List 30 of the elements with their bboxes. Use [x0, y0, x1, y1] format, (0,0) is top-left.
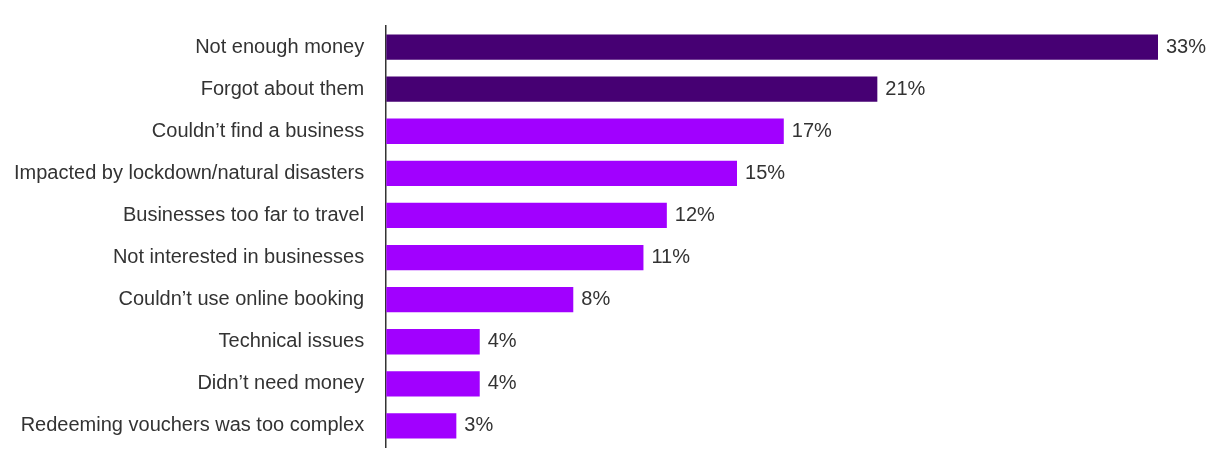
bar	[386, 34, 1158, 60]
y-tick-label: Couldn’t use online booking	[118, 287, 365, 310]
bar	[386, 76, 878, 102]
y-tick-label: Not enough money	[195, 34, 365, 57]
data-label: 3%	[464, 413, 494, 436]
data-label: 33%	[1166, 34, 1207, 57]
y-tick-label: Not interested in businesses	[112, 245, 365, 268]
data-label: 12%	[674, 202, 716, 225]
data-label: 11%	[651, 245, 691, 268]
y-tick-label: Couldn’t find a business	[151, 118, 365, 141]
data-label: 21%	[885, 76, 926, 99]
bar	[386, 244, 644, 271]
data-label: 4%	[487, 371, 517, 394]
bar	[386, 118, 784, 144]
bar	[386, 371, 480, 397]
bar	[386, 287, 574, 313]
bar	[386, 160, 738, 186]
data-label: 8%	[581, 287, 611, 310]
bar	[386, 329, 480, 355]
y-tick-label: Redeeming vouchers was too complex	[20, 413, 365, 436]
data-label: 17%	[791, 118, 833, 141]
bar	[386, 413, 457, 439]
y-tick-label: Businesses too far to travel	[122, 202, 365, 225]
y-tick-label: Didn’t need money	[197, 371, 365, 394]
data-label: 4%	[487, 329, 517, 352]
data-label: 15%	[745, 160, 786, 183]
y-tick-label: Technical issues	[218, 329, 365, 352]
y-tick-label: Impacted by lockdown/natural disasters	[13, 160, 365, 183]
y-tick-label: Forgot about them	[200, 76, 365, 99]
bar	[386, 202, 667, 229]
